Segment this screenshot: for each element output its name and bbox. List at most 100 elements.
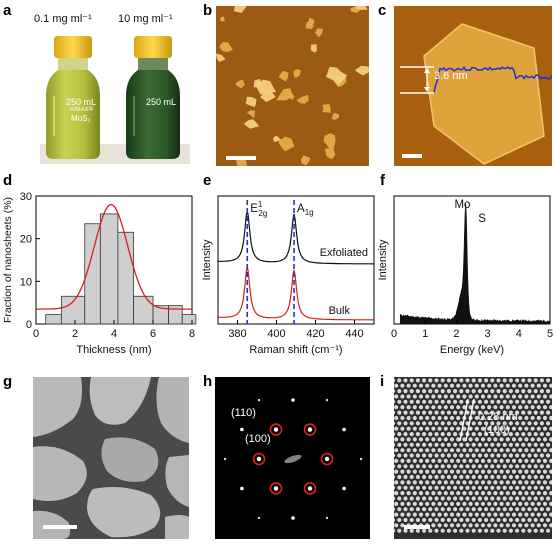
lattice-atom <box>453 496 458 501</box>
lattice-atom <box>412 383 417 388</box>
lattice-atom <box>428 421 433 426</box>
lattice-atom <box>443 469 448 474</box>
lattice-atom <box>521 464 526 469</box>
lattice-atom <box>434 496 439 501</box>
lattice-atom <box>449 480 455 485</box>
central-beam <box>284 454 302 464</box>
lattice-atom <box>437 437 442 442</box>
lattice-atom <box>440 464 445 469</box>
lattice-atom <box>400 501 405 506</box>
lattice-atom <box>428 496 433 501</box>
lattice-atom <box>412 415 417 421</box>
lattice-atom <box>546 464 551 469</box>
lattice-atom <box>515 410 520 415</box>
lattice-atom <box>394 432 396 436</box>
lattice-atom <box>524 512 529 517</box>
flake <box>296 94 309 104</box>
lattice-atom <box>539 453 544 458</box>
lattice-atom <box>459 399 464 404</box>
lattice-atom <box>530 501 535 506</box>
lattice-atom <box>440 432 445 437</box>
y-axis-label: Intensity <box>377 239 389 280</box>
lattice-atom <box>400 448 405 453</box>
lattice-atom <box>508 432 513 437</box>
lattice-atom <box>471 464 476 469</box>
lattice-atom <box>412 512 417 517</box>
lattice-atom <box>394 523 399 528</box>
lattice-atom <box>453 442 458 447</box>
lattice-atom <box>518 437 523 442</box>
lattice-atom <box>400 394 405 399</box>
lattice-atom <box>400 491 405 496</box>
x-axis-label: Raman shift (cm⁻¹) <box>249 344 342 356</box>
lattice-atom <box>487 491 492 496</box>
lattice-atom <box>490 399 495 404</box>
flake <box>301 155 311 166</box>
lattice-atom <box>443 523 448 528</box>
lattice-atom <box>446 496 451 501</box>
bottle-dilute <box>46 36 100 159</box>
lattice-atom <box>431 469 436 474</box>
lattice-atom <box>428 528 433 533</box>
flake <box>356 6 368 10</box>
lattice-atom <box>530 415 535 421</box>
lattice-atom <box>412 426 417 431</box>
lattice-atom <box>496 442 501 447</box>
lattice-atom <box>480 491 486 496</box>
lattice-atom <box>403 442 408 447</box>
lattice-atom <box>406 469 411 474</box>
lattice-atom <box>487 523 492 528</box>
lattice-atom <box>403 410 408 415</box>
lattice-atom <box>415 399 420 404</box>
bottle-left-concentration: 0.1 mg ml⁻¹ <box>34 13 92 25</box>
lattice-atom <box>487 512 492 517</box>
lattice-atom <box>462 394 467 399</box>
lattice-atom <box>397 485 402 490</box>
lattice-atom <box>446 474 451 480</box>
lattice-atom <box>490 442 495 447</box>
afm-image-zoom: 3.6 nm <box>394 6 552 166</box>
lattice-atom <box>471 528 476 533</box>
flake <box>324 147 336 160</box>
lattice-atom <box>434 507 439 512</box>
lattice-atom <box>533 528 538 533</box>
lattice-atom <box>397 410 402 415</box>
lattice-atom <box>443 480 448 485</box>
spot-label-110: (110) <box>231 407 256 419</box>
lattice-atom <box>508 507 513 512</box>
plot-frame <box>217 195 375 325</box>
lattice-atom <box>533 399 538 404</box>
lattice-atom <box>456 512 461 517</box>
lattice-atom <box>549 501 552 506</box>
flake <box>323 133 336 151</box>
lattice-atom <box>425 469 430 474</box>
lattice-atom <box>443 491 448 496</box>
lattice-atom <box>409 453 414 458</box>
lattice-atom <box>487 448 492 453</box>
lattice-atom <box>456 415 461 421</box>
lattice-atom <box>449 512 455 517</box>
lattice-atom <box>518 383 523 388</box>
lattice-atom <box>527 496 532 501</box>
lattice-atom <box>524 405 529 410</box>
lattice-atom <box>471 389 476 394</box>
lattice-atom <box>403 389 408 394</box>
lattice-atom <box>527 389 532 394</box>
lattice-atom <box>409 528 414 533</box>
flake <box>243 119 260 129</box>
lattice-atom <box>533 474 538 480</box>
lattice-atom <box>546 432 551 437</box>
lattice-atom <box>527 453 532 458</box>
lattice-atom <box>533 421 538 426</box>
lattice-atom <box>418 383 424 388</box>
panel-label-c: c <box>378 2 387 19</box>
lattice-atom <box>508 410 513 415</box>
lattice-atom <box>434 528 439 533</box>
x-tick-label: 400 <box>267 328 285 340</box>
lattice-atom <box>490 474 495 480</box>
lattice-atom <box>418 394 424 399</box>
lattice-atom <box>499 405 504 410</box>
spot-label-100: (100) <box>245 433 271 445</box>
lattice-atom <box>493 426 498 431</box>
lattice-atom <box>477 485 482 490</box>
